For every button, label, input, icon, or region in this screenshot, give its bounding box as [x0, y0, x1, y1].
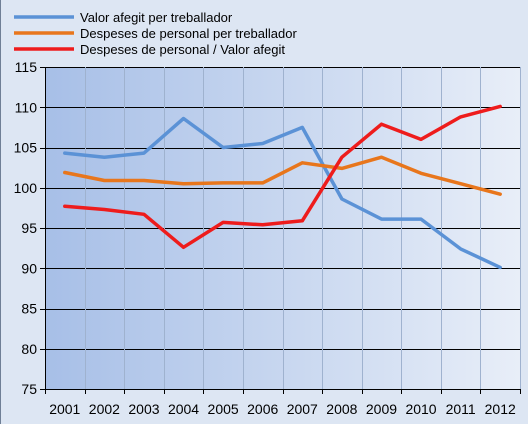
axes	[40, 67, 521, 394]
series-layer	[63, 104, 502, 270]
x-tick-label: 2002	[89, 401, 120, 417]
series-line-2	[63, 155, 502, 196]
x-tick-label: 2011	[446, 401, 476, 417]
y-tick-label: 95	[21, 220, 37, 236]
legend-label-1: Valor afegit per treballador	[80, 10, 233, 25]
y-tick-label: 85	[21, 301, 37, 317]
y-tick-label: 110	[15, 99, 38, 115]
y-tick-label: 100	[14, 180, 38, 196]
y-axis-tick-labels: 75 80 85 90 95 100 105 110 115	[14, 59, 38, 397]
x-tick-label: 2007	[287, 401, 318, 417]
x-tick-label: 2012	[485, 401, 516, 417]
y-tick-label: 115	[15, 59, 38, 75]
x-tick-label: 2005	[208, 401, 239, 417]
x-tick-label: 2004	[168, 401, 199, 417]
x-tick-label: 2009	[366, 401, 397, 417]
y-tick-label: 90	[21, 260, 37, 276]
series-line-1	[63, 116, 502, 270]
x-tick-label: 2006	[247, 401, 278, 417]
x-tick-label: 2003	[128, 401, 159, 417]
y-tick-label: 105	[14, 140, 38, 156]
y-tick-label: 75	[21, 381, 37, 397]
y-tick-label: 80	[21, 341, 37, 357]
x-axis-tick-labels: 2001 2002 2003 2004 2005 2006 2007 2008 2009 2010…	[49, 401, 516, 417]
legend-label-2: Despeses de personal per treballador	[80, 26, 297, 41]
legend-label-3: Despeses de personal / Valor afegit	[80, 42, 285, 57]
x-tick-label: 2008	[326, 401, 357, 417]
x-tick-label: 2010	[405, 401, 436, 417]
gridlines	[45, 67, 521, 389]
series-line-3	[63, 104, 502, 250]
x-tick-label: 2001	[49, 401, 80, 417]
